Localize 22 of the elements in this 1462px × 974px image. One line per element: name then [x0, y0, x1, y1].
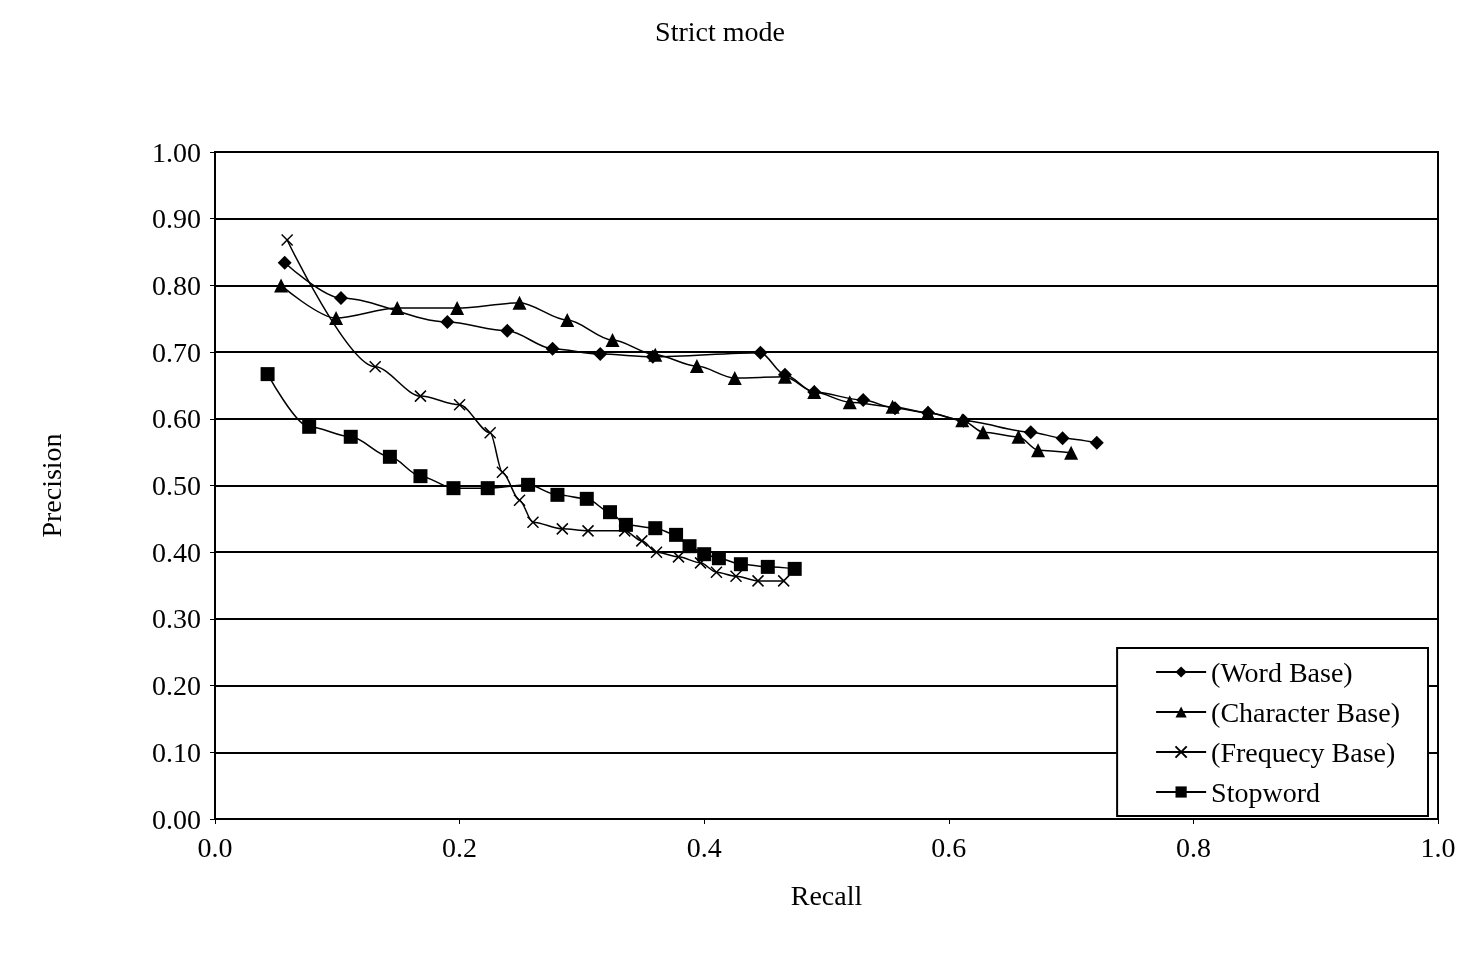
y-axis-title: Precision — [35, 433, 67, 538]
y-tick-label: 0.60 — [152, 403, 201, 435]
legend-label: (Word Base) — [1211, 656, 1353, 688]
legend-label: (Character Base) — [1211, 696, 1400, 728]
x-axis-title: Recall — [790, 879, 863, 911]
legend-label: (Frequecy Base) — [1211, 736, 1396, 768]
y-tick-label: 0.70 — [152, 336, 201, 368]
chart-title: Strict mode — [655, 15, 785, 47]
y-tick-label: 0.40 — [152, 536, 201, 568]
legend-label: Stopword — [1211, 776, 1321, 808]
y-tick-label: 0.50 — [152, 470, 201, 501]
y-tick-label: 0.80 — [152, 269, 201, 301]
y-tick-label: 0.30 — [152, 603, 201, 635]
y-tick-label: 0.20 — [152, 670, 201, 702]
x-tick-label: 0.4 — [686, 831, 722, 863]
x-tick-label: 0.8 — [1175, 831, 1211, 863]
x-tick-label: 0.2 — [442, 831, 478, 863]
y-tick-label: 1.00 — [152, 136, 201, 168]
x-tick-label: 1.0 — [1420, 831, 1456, 863]
x-tick-label: 0.6 — [931, 831, 967, 863]
y-tick-label: 0.10 — [152, 736, 201, 768]
y-tick-label: 0.90 — [152, 203, 201, 235]
